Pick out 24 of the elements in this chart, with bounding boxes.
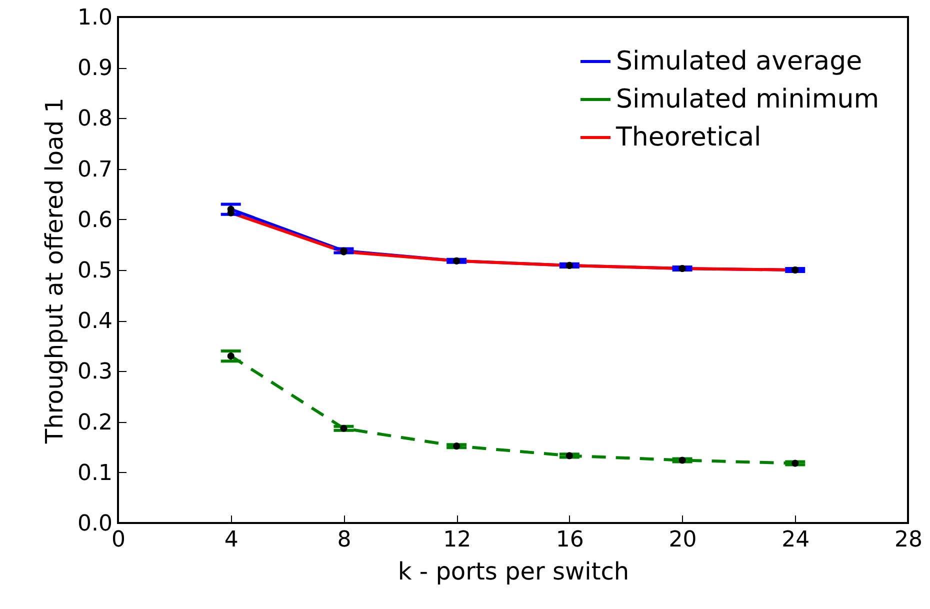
y-tick-label: 1.0 — [78, 6, 112, 30]
x-tick-label: 4 — [224, 528, 238, 552]
x-axis-title: k - ports per switch — [398, 558, 630, 586]
y-tick-label: 0.5 — [78, 258, 112, 284]
x-tick-label: 20 — [668, 528, 697, 552]
y-tick-label: 0.0 — [78, 512, 112, 536]
x-tick-label: 24 — [782, 528, 810, 552]
y-tick-label: 0.6 — [78, 208, 112, 233]
y-tick-label: 0.7 — [78, 157, 112, 182]
x-tick-label: 8 — [337, 528, 352, 552]
y-tick-label: 0.2 — [78, 410, 112, 436]
x-tick-label: 0 — [112, 528, 126, 552]
legend-label: Simulated minimum — [616, 84, 880, 114]
legend-label: Simulated average — [616, 46, 862, 76]
y-tick-label: 0.1 — [78, 460, 112, 486]
y-tick-label: 0.9 — [78, 56, 112, 82]
x-tick-label: 12 — [443, 528, 472, 552]
y-tick-label: 0.3 — [78, 360, 112, 385]
x-tick-label: 16 — [556, 528, 584, 552]
y-axis-title: Throughput at offered load 1 — [40, 98, 69, 444]
legend-label: Theoretical — [615, 122, 762, 152]
y-tick-label: 0.8 — [78, 106, 112, 132]
x-tick-label: 28 — [894, 528, 922, 552]
y-tick-label: 0.4 — [78, 309, 112, 334]
